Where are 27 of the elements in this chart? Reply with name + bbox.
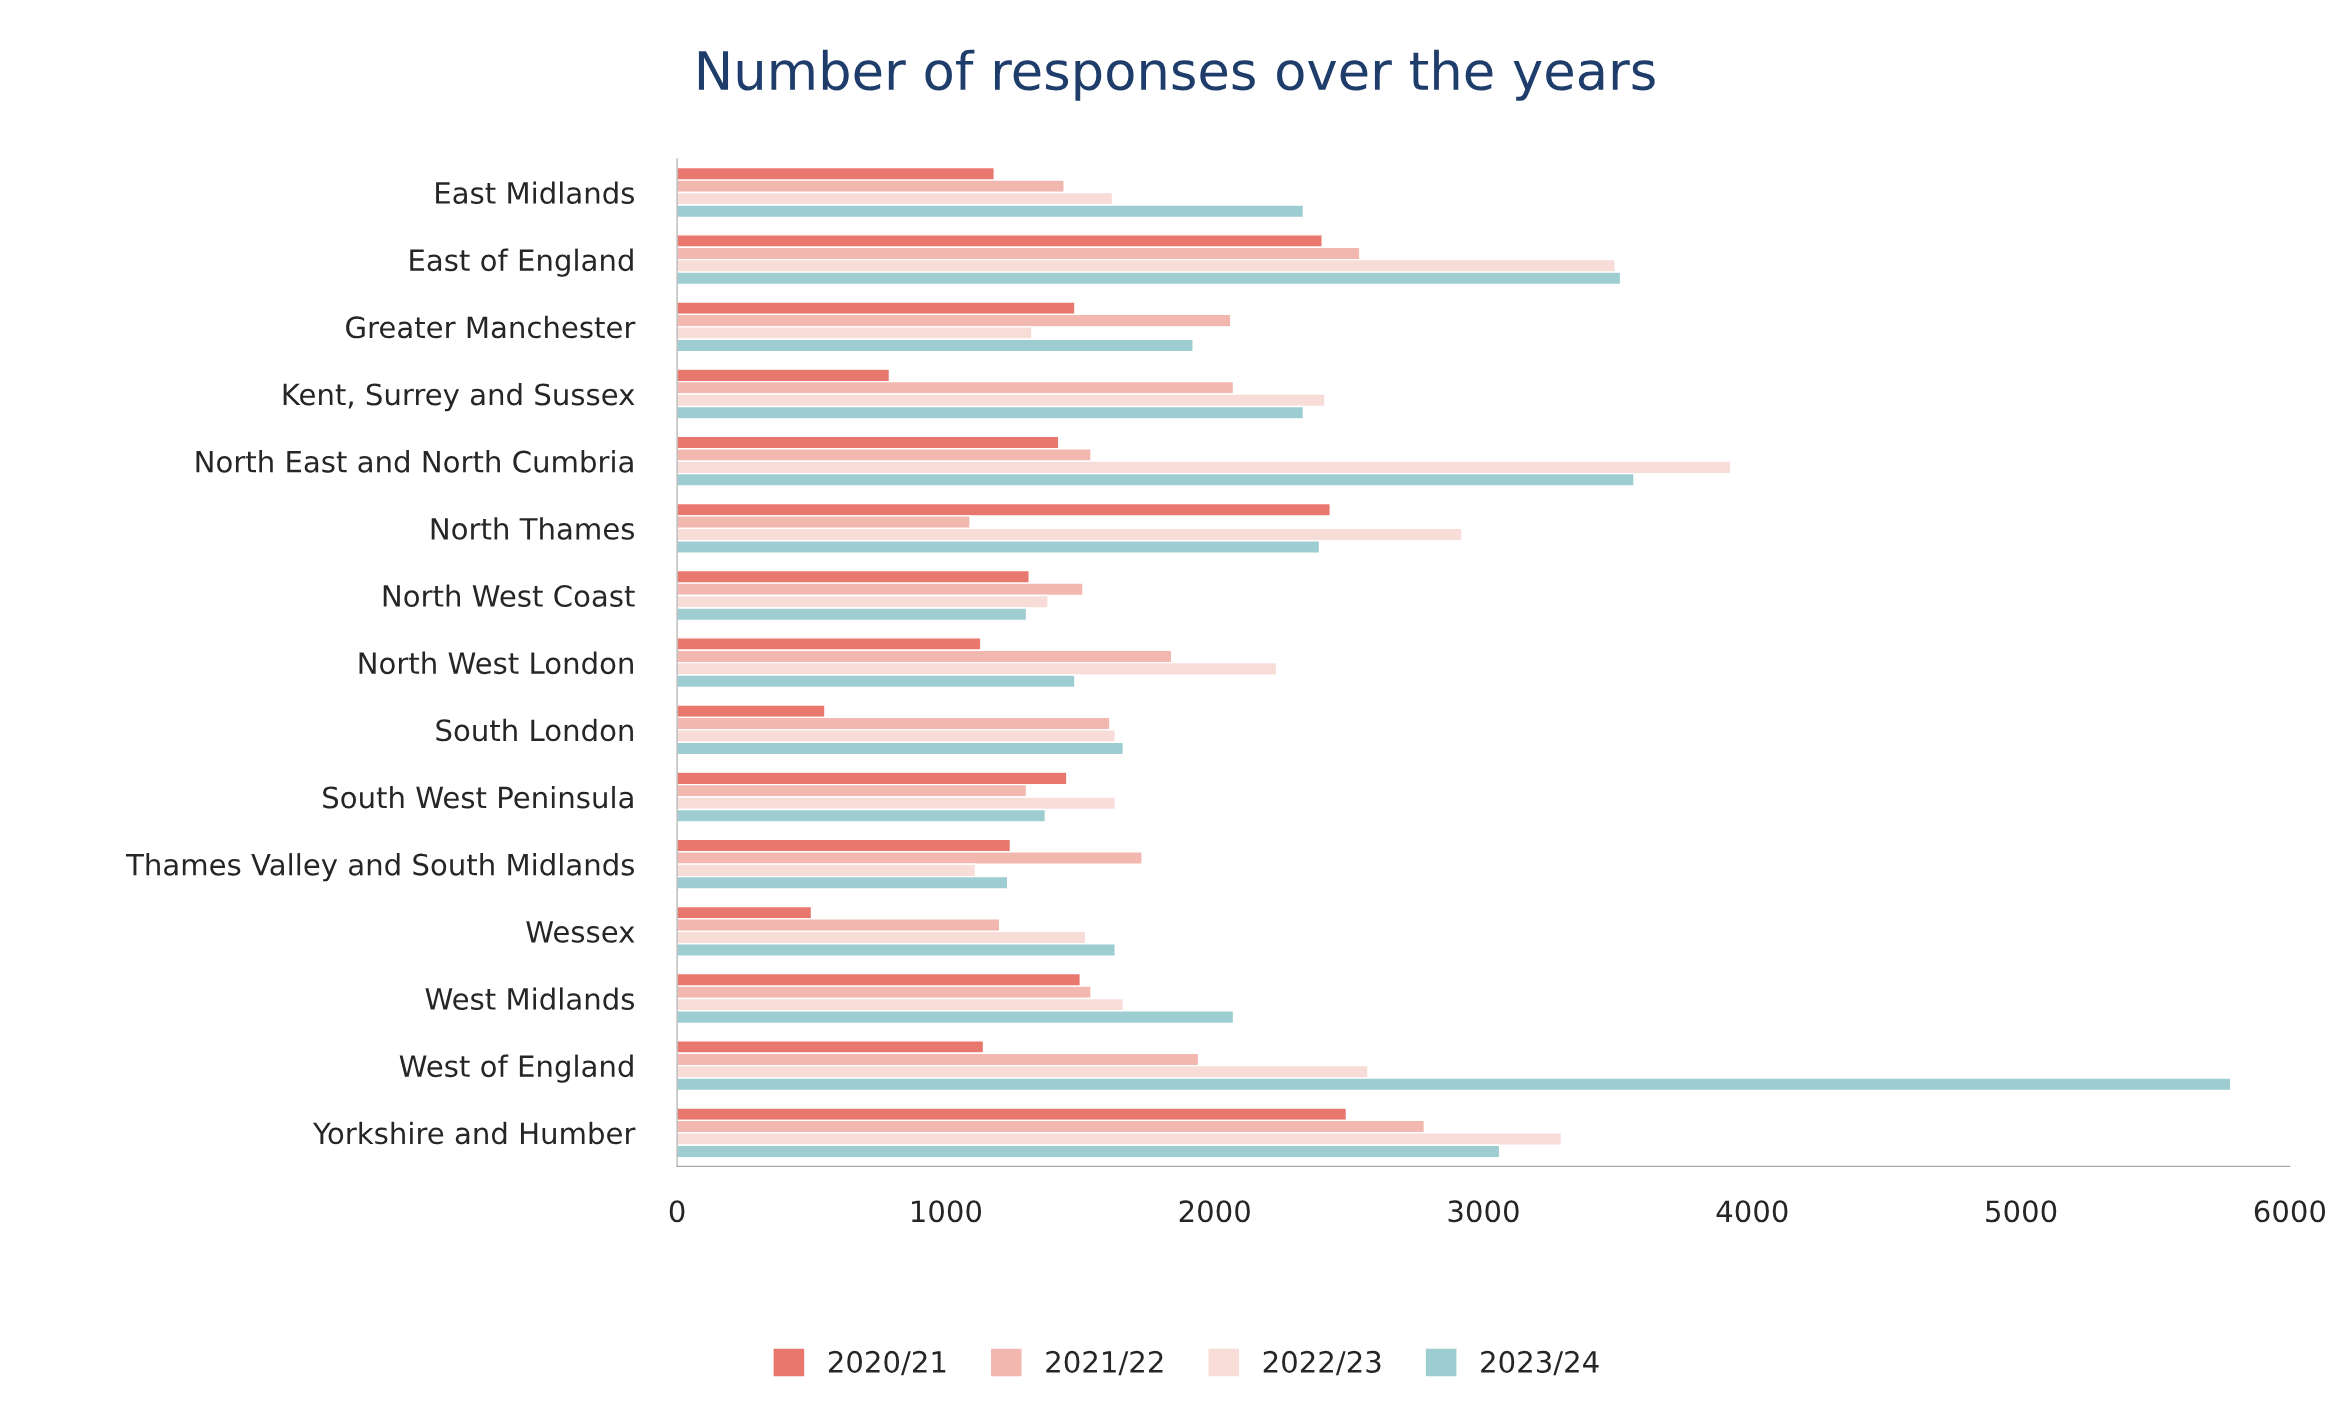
legend-label: 2020/21 — [828, 1350, 946, 1376]
y-tick-label: East Midlands — [436, 181, 634, 205]
y-tick-label: North East and North Cumbria — [196, 450, 633, 473]
y-tick-label: West of England — [399, 1054, 633, 1083]
legend-label: 2023/24 — [1481, 1350, 1599, 1376]
y-tick-label: Thames Valley and South Midlands — [125, 853, 634, 882]
y-tick-label: Yorkshire and Humber — [312, 1121, 636, 1145]
legend-label: 2022/23 — [1263, 1350, 1381, 1376]
y-tick-label: Kent, Surrey and Sussex — [283, 382, 635, 412]
x-tick-label: 2000 — [1179, 1200, 1250, 1223]
y-tick-label: Wessex — [526, 921, 635, 943]
y-tick-label: North West London — [359, 651, 633, 675]
x-tick-label: 1000 — [911, 1200, 982, 1223]
y-tick-label: North Thames — [431, 517, 634, 540]
x-tick-label: 6000 — [2254, 1200, 2326, 1223]
y-tick-label: South London — [436, 718, 633, 742]
y-tick-label: West Midlands — [425, 987, 634, 1010]
x-tick-label: 0 — [669, 1200, 685, 1223]
y-tick-label: Greater Manchester — [346, 315, 636, 339]
legend-label: 2021/22 — [1046, 1350, 1163, 1376]
y-tick-label: North West Coast — [383, 584, 635, 607]
y-tick-label: East of England — [410, 248, 633, 277]
x-tick-label: 5000 — [1986, 1200, 2057, 1223]
x-tick-label: 4000 — [1716, 1200, 1788, 1223]
x-tick-label: 3000 — [1448, 1200, 1519, 1223]
y-tick-label: South West Peninsula — [323, 785, 633, 809]
chart-title: Number of responses over the years — [698, 49, 1655, 101]
